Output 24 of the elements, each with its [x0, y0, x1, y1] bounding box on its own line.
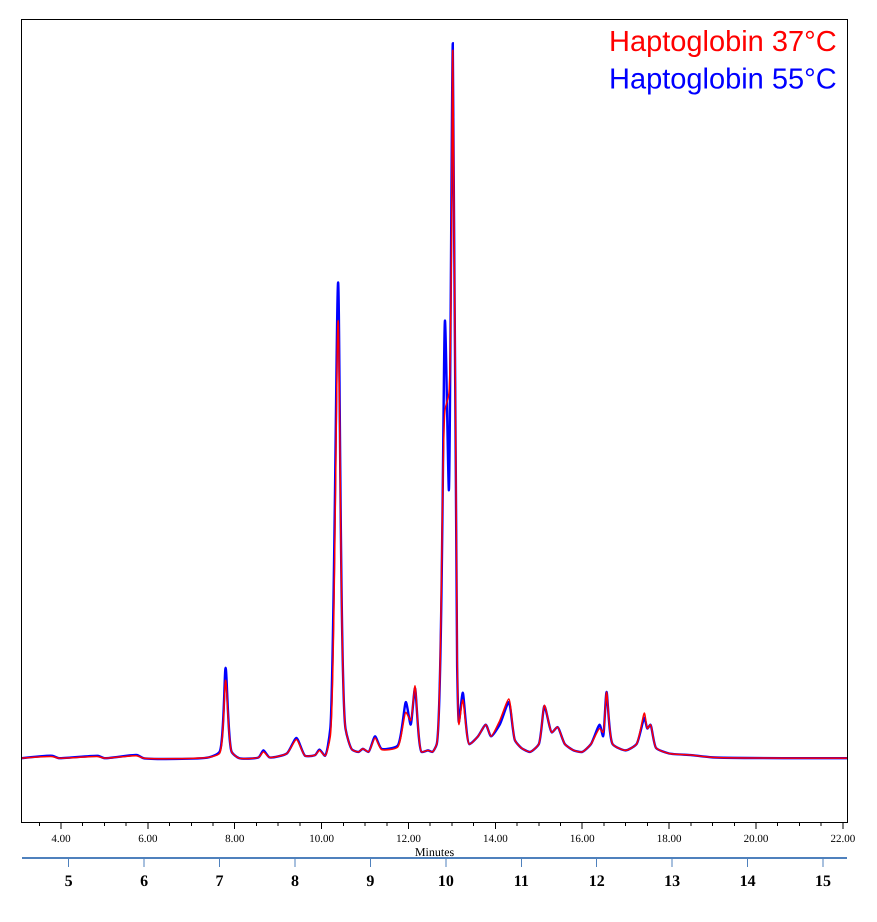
x2-tick-label: 11 [514, 872, 529, 890]
x2-tick-label: 6 [140, 872, 148, 890]
x2-tick-label: 8 [290, 872, 299, 890]
x-tick-label: 4.00 [51, 833, 72, 846]
x-axis-title: Minutes [414, 845, 455, 860]
x2-tick-label: 15 [815, 872, 832, 890]
x2-tick-label: 5 [64, 872, 73, 890]
x-tick-label: 8.00 [225, 833, 245, 846]
x-tick-label: 16.00 [570, 833, 596, 846]
x2-tick-label: 10 [438, 872, 454, 890]
x2-tick-label: 14 [740, 872, 756, 890]
text: Haptoglobin 55°C [609, 64, 837, 96]
x-tick-label: 12.00 [396, 833, 422, 846]
x2-tick-label: 7 [216, 872, 224, 890]
x2-tick-label: 12 [588, 872, 605, 890]
x-tick-label: 6.00 [138, 833, 158, 846]
x2-tick-label: 9 [366, 872, 374, 890]
x-tick-label: 10.00 [309, 833, 334, 846]
x-tick-label: 14.00 [482, 833, 508, 846]
x-tick-label: 22.00 [830, 833, 856, 846]
x-tick-label: 20.00 [744, 833, 769, 846]
x-tick-label: 18.00 [656, 833, 682, 846]
text: Haptoglobin 37°C [609, 26, 837, 58]
x2-tick-label: 13 [664, 872, 680, 890]
